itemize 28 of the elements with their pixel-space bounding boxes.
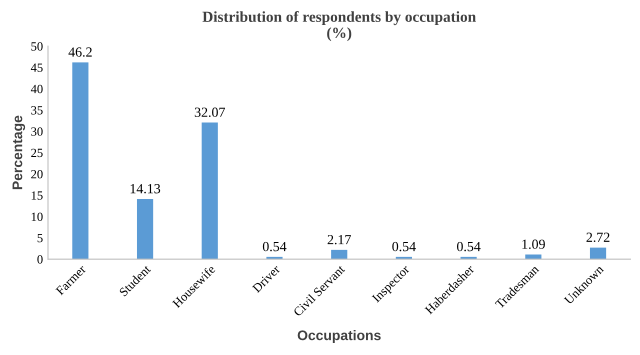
data-label: 2.72 (586, 232, 610, 242)
chart-title: Distribution of respondents by occupation (%) (202, 11, 476, 42)
y-tick-label: 35 (31, 106, 43, 115)
bar (590, 248, 606, 260)
data-label: 0.54 (457, 242, 481, 252)
y-tick-label: 50 (31, 42, 43, 51)
y-tick-label: 30 (31, 127, 43, 136)
data-label: 46.2 (68, 47, 92, 57)
bar (136, 198, 154, 260)
y-tick-label: 20 (31, 170, 43, 178)
data-label: 0.54 (392, 242, 416, 252)
data-label: 0.54 (262, 242, 286, 252)
y-tick-label: 10 (32, 212, 43, 222)
y-tick-label: 40 (30, 84, 43, 94)
data-label: 14.13 (130, 184, 160, 194)
x-axis-title: Occupations (298, 330, 381, 343)
y-tick-label: 15 (32, 191, 43, 200)
y-tick-label: 25 (31, 148, 43, 158)
data-label: 2.17 (328, 234, 351, 244)
y-tick-label: 45 (30, 64, 43, 72)
y-tick-label: 5 (38, 234, 43, 242)
data-label: 1.09 (522, 240, 545, 249)
data-label: 32.07 (194, 108, 226, 117)
y-axis-title: Percentage (12, 116, 26, 190)
bar (72, 62, 88, 260)
y-tick-label: 0 (37, 255, 43, 264)
bar (202, 122, 218, 260)
bar (331, 250, 348, 260)
